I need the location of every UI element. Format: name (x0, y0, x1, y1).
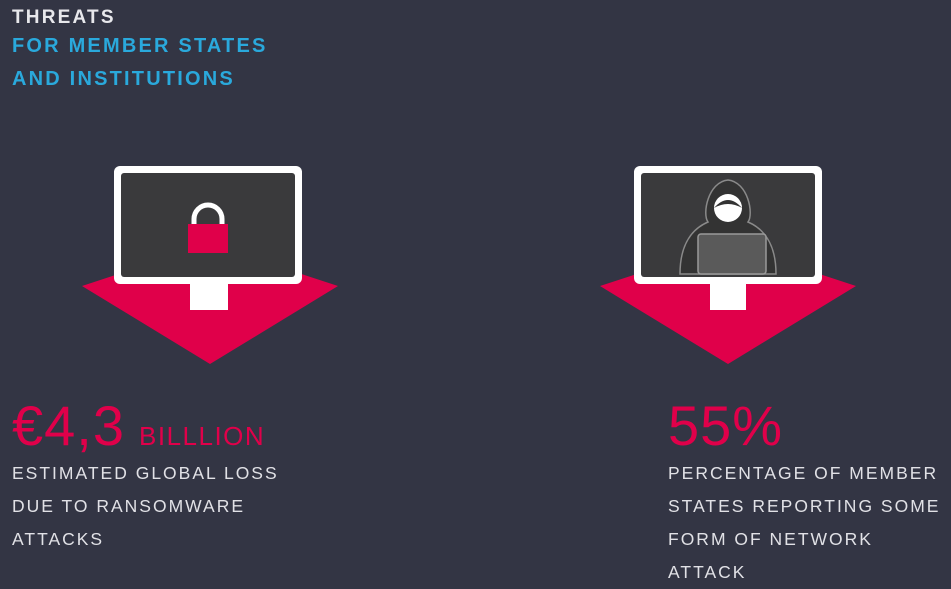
title-line-3: AND INSTITUTIONS (12, 68, 235, 90)
stat-description: ESTIMATED GLOBAL LOSS DUE TO RANSOMWARE … (12, 457, 279, 556)
stat-ransomware-loss: €4,3 BILLLION ESTIMATED GLOBAL LOSS DUE T… (12, 395, 279, 556)
page-title: THREATS FOR MEMBER STATES AND INSTITUTIO… (12, 6, 268, 96)
stat-description-line: STATES REPORTING SOME (668, 496, 941, 516)
stat-description-line: DUE TO RANSOMWARE (12, 496, 246, 516)
stat-description-line: PERCENTAGE OF MEMBER (668, 463, 939, 483)
stat-value: €4,3 (12, 394, 125, 457)
title-line-2: FOR MEMBER STATES (12, 35, 268, 57)
stat-description: PERCENTAGE OF MEMBER STATES REPORTING SO… (668, 457, 940, 589)
stat-description-line: ATTACK (668, 562, 747, 582)
locked-monitor-icon (82, 166, 338, 364)
title-line-1: THREATS (12, 7, 116, 28)
hacker-monitor-icon (600, 166, 856, 364)
stat-unit: BILLLION (139, 421, 266, 451)
stat-description-line: ESTIMATED GLOBAL LOSS (12, 463, 279, 483)
stat-network-attack: 55% PERCENTAGE OF MEMBER STATES REPORTIN… (668, 395, 940, 589)
stat-description-line: FORM OF NETWORK (668, 529, 873, 549)
stat-value: 55% (668, 394, 784, 457)
stat-description-line: ATTACKS (12, 529, 105, 549)
